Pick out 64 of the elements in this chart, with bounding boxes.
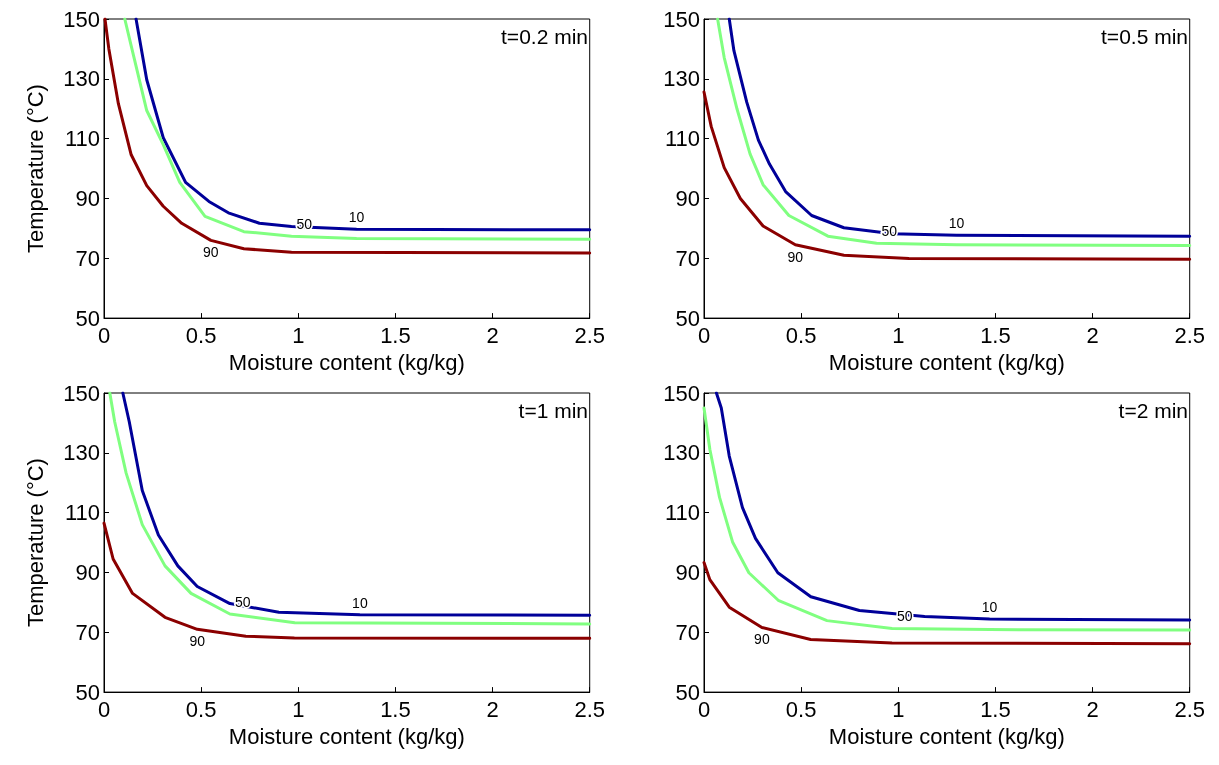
y-tick-label: 150 — [63, 380, 100, 406]
x-axis-title: Moisture content (kg/kg) — [228, 349, 465, 375]
series-label: 10 — [348, 209, 365, 226]
y-tick-label: 90 — [75, 185, 100, 211]
annotation: t=1 min — [518, 399, 588, 422]
series-label: 90 — [203, 244, 219, 261]
y-axis-title: Temperature (°C) — [22, 458, 48, 628]
y-tick-label: 150 — [663, 6, 700, 32]
y-tick-label: 70 — [75, 619, 100, 645]
y-tick-label: 130 — [663, 440, 700, 466]
y-tick-label: 50 — [675, 305, 700, 331]
y-tick-label: 90 — [675, 559, 700, 585]
x-tick-label: 2.5 — [574, 696, 606, 722]
x-tick-label: 1 — [292, 322, 305, 348]
x-tick-label: 0.5 — [785, 696, 817, 722]
y-tick-label: 50 — [75, 305, 100, 331]
y-tick-label: 110 — [64, 126, 100, 152]
x-axis-title: Moisture content (kg/kg) — [828, 349, 1065, 375]
x-tick-label: 2 — [486, 322, 499, 348]
x-tick-label: 2.5 — [1174, 696, 1206, 722]
x-tick-label: 1.5 — [980, 322, 1011, 348]
series-label: 90 — [787, 248, 804, 265]
y-tick-label: 50 — [75, 679, 100, 705]
series-label: 90 — [754, 631, 770, 648]
series-label: 10 — [948, 215, 965, 232]
y-tick-label: 110 — [664, 126, 700, 152]
y-tick-label: 150 — [663, 380, 700, 406]
x-tick-label: 0.5 — [785, 322, 817, 348]
y-tick-label: 70 — [675, 619, 700, 645]
line-series — [702, 561, 1192, 646]
y-tick-label: 150 — [63, 6, 100, 32]
y-tick-label: 90 — [75, 559, 100, 585]
y-tick-label: 110 — [664, 500, 700, 526]
annotation: t=0.5 min — [1101, 25, 1189, 48]
annotation: t=0.2 min — [501, 25, 589, 48]
series-label: 10 — [352, 594, 368, 611]
x-axis-title: Moisture content (kg/kg) — [228, 723, 465, 749]
y-tick-label: 130 — [63, 440, 100, 466]
x-tick-label: 0.5 — [185, 696, 217, 722]
x-tick-label: 2 — [486, 696, 499, 722]
y-tick-label: 110 — [64, 500, 100, 526]
x-tick-label: 2.5 — [574, 322, 606, 348]
x-tick-label: 2.5 — [1174, 322, 1206, 348]
x-tick-label: 1 — [892, 696, 905, 722]
y-tick-label: 70 — [675, 245, 700, 271]
y-axis-title: Temperature (°C) — [22, 84, 48, 254]
x-tick-label: 0.5 — [185, 322, 217, 348]
x-tick-label: 1.5 — [380, 322, 411, 348]
series-label: 10 — [981, 599, 998, 616]
x-tick-label: 1.5 — [380, 696, 411, 722]
x-axis-title: Moisture content (kg/kg) — [828, 723, 1065, 749]
series-label: 90 — [189, 633, 206, 650]
x-tick-label: 2 — [1086, 322, 1099, 348]
y-tick-label: 130 — [663, 66, 700, 92]
y-tick-label: 70 — [75, 245, 100, 271]
annotation: t=2 min — [1118, 399, 1188, 422]
x-tick-label: 1 — [892, 322, 905, 348]
x-tick-label: 2 — [1086, 696, 1099, 722]
y-tick-label: 50 — [675, 679, 700, 705]
y-tick-label: 130 — [63, 66, 100, 92]
x-tick-label: 1.5 — [980, 696, 1011, 722]
y-tick-label: 90 — [675, 185, 700, 211]
x-tick-label: 1 — [292, 696, 305, 722]
line-series — [702, 90, 1192, 261]
